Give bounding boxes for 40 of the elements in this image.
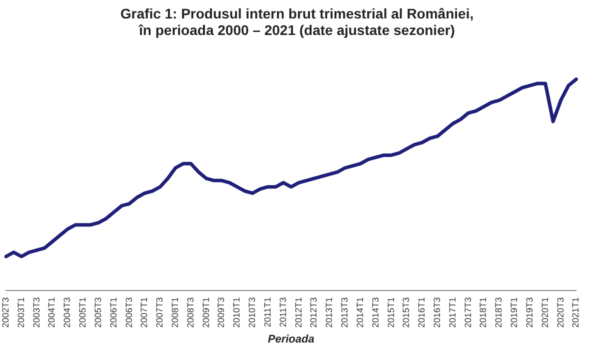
x-tick-label: 2016T1 xyxy=(416,297,427,328)
x-tick-label: 2009T1 xyxy=(200,297,211,328)
x-tick-label: 2019T3 xyxy=(524,297,534,328)
x-tick-label: 2017T3 xyxy=(462,297,473,328)
x-tick-label: 2010T3 xyxy=(247,297,258,328)
x-tick-label: 2002T3 xyxy=(0,297,10,328)
x-tick-label: 2012T1 xyxy=(293,297,304,328)
x-tick-label: 2011T1 xyxy=(262,297,272,328)
x-axis-title: Perioada xyxy=(268,333,314,346)
x-tick-label: 2009T3 xyxy=(216,297,226,328)
chart-title: Grafic 1: Produsul intern brut trimestrial al României, în perioada 2000 – 2021 (date ajustate sezonier) xyxy=(120,5,474,38)
x-tick-label: 2020T3 xyxy=(555,297,566,328)
x-tick-label: 2013T1 xyxy=(324,297,334,328)
x-tick-label: 2014T3 xyxy=(370,297,380,328)
x-tick-label: 2017T1 xyxy=(447,297,458,328)
x-tick-label: 2020T1 xyxy=(540,297,550,328)
x-tick-label: 2016T3 xyxy=(432,297,442,328)
x-tick-label: 2018T3 xyxy=(494,297,504,328)
x-tick-label: 2014T1 xyxy=(354,297,365,328)
x-tick-label: 2015T1 xyxy=(386,297,396,328)
x-tick-label: 2018T1 xyxy=(478,297,488,328)
x-tick-label: 2013T3 xyxy=(340,297,350,328)
x-tick-label: 2005T1 xyxy=(78,297,88,328)
x-tick-label: 2006T1 xyxy=(108,297,118,328)
x-tick-label: 2005T3 xyxy=(92,297,103,328)
x-tick-label: 2006T3 xyxy=(124,297,134,328)
x-tick-label: 2008T1 xyxy=(170,297,180,328)
x-tick-label: 2012T3 xyxy=(308,297,319,328)
x-tick-label: 2007T1 xyxy=(139,297,150,328)
x-tick-label: 2007T3 xyxy=(154,297,165,328)
x-tick-label: 2010T1 xyxy=(232,297,242,328)
x-tick-label: 2011T3 xyxy=(278,297,288,328)
x-tick-label: 2021T1 xyxy=(570,297,581,328)
x-tick-label: 2004T1 xyxy=(46,297,57,328)
x-tick-label: 2015T3 xyxy=(401,297,412,328)
x-tick-label: 2004T3 xyxy=(62,297,72,328)
x-tick-label: 2003T3 xyxy=(31,297,42,328)
x-tick-label: 2003T1 xyxy=(16,297,26,328)
x-tick-label: 2019T1 xyxy=(509,297,520,328)
x-tick-label: 2008T3 xyxy=(185,297,196,328)
